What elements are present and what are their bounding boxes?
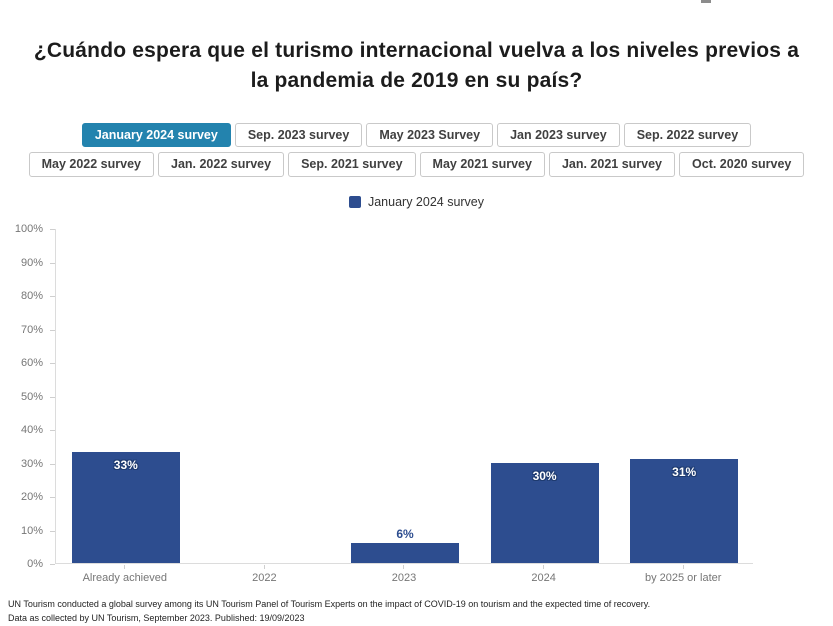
x-axis-category-label: 2023 xyxy=(391,572,417,584)
x-axis-tick xyxy=(682,565,684,569)
y-axis-tick-label: 40% xyxy=(20,424,43,436)
legend-label: January 2024 survey xyxy=(367,195,485,209)
x-axis-slot: 2022 xyxy=(195,565,335,584)
x-axis-slot: 2024 xyxy=(474,565,614,584)
y-axis-tick xyxy=(50,329,55,331)
tab-sep-2021-survey[interactable]: Sep. 2021 survey xyxy=(288,152,416,177)
y-axis-tick-label: 10% xyxy=(20,524,43,537)
x-axis-category-label: 2024 xyxy=(531,572,556,584)
bar-by-2025-or-later[interactable] xyxy=(630,459,739,563)
y-axis-tick xyxy=(50,497,55,498)
footer-source-line: UN Tourism conducted a global survey amo… xyxy=(8,599,651,609)
y-axis-tick xyxy=(50,463,55,465)
footer-published-line: Data as collected by UN Tourism, Septemb… xyxy=(8,612,305,623)
y-axis-tick-label: 20% xyxy=(20,491,43,503)
tab-jan-2021-survey[interactable]: Jan. 2021 survey xyxy=(548,152,676,177)
y-axis: 0% 10% 20% 30% 40% 50% 60% 70% 80% 90% 100% xyxy=(0,223,55,570)
y-axis-tick-label: 0% xyxy=(27,558,43,570)
y-axis-tick-label: 30% xyxy=(20,457,43,470)
y-axis-tick xyxy=(50,262,55,264)
tab-jan-2023-survey[interactable]: Jan 2023 survey xyxy=(497,123,620,148)
y-axis-tick xyxy=(50,229,55,230)
cropped-edge-mark xyxy=(701,0,711,3)
y-axis-tick-label: 100% xyxy=(14,223,43,235)
tab-sep-2023-survey[interactable]: Sep. 2023 survey xyxy=(234,123,363,148)
tab-oct-2020-survey[interactable]: Oct. 2020 survey xyxy=(679,152,805,177)
tab-jan-2022-survey[interactable]: Jan. 2022 survey xyxy=(158,152,285,177)
x-axis-slot: 2023 xyxy=(334,565,474,584)
y-axis-tick xyxy=(50,396,55,398)
y-axis-tick xyxy=(50,363,55,364)
y-axis-tick xyxy=(50,530,55,532)
bar-value-label: 6% xyxy=(396,526,414,541)
survey-tab-bar: January 2024 survey Sep. 2023 survey May 2… xyxy=(18,123,815,177)
chart-title: ¿Cuándo espera que el turismo internacio… xyxy=(33,39,800,93)
x-axis-category-label: by 2025 or later xyxy=(644,572,722,584)
x-axis-slot: by 2025 or later xyxy=(613,565,753,584)
legend: January 2024 survey xyxy=(0,195,833,209)
legend-swatch xyxy=(348,196,361,208)
bar-2024[interactable] xyxy=(490,462,599,563)
tab-may-2023-survey[interactable]: May 2023 Survey xyxy=(366,123,494,148)
y-axis-tick-label: 90% xyxy=(20,256,43,269)
x-axis-category-label: 2022 xyxy=(252,572,277,584)
y-axis-tick-label: 80% xyxy=(20,290,43,302)
x-axis-slot: Already achieved xyxy=(55,565,195,584)
bar-2023[interactable] xyxy=(351,542,459,563)
plot-area: 33% 6% 30% 31% xyxy=(55,229,753,564)
y-axis-tick-label: 60% xyxy=(20,357,43,369)
y-axis-tick-label: 50% xyxy=(20,390,43,403)
x-axis-tick xyxy=(543,565,545,569)
tab-may-2022-survey[interactable]: May 2022 survey xyxy=(28,152,154,177)
footer: UN Tourism conducted a global survey amo… xyxy=(8,598,818,625)
tab-january-2024-survey[interactable]: January 2024 survey xyxy=(81,123,231,148)
x-axis-tick xyxy=(403,565,405,569)
y-axis-tick xyxy=(50,564,55,565)
x-axis: Already achieved 2022 2023 2024 by 2025 or l… xyxy=(55,565,753,591)
y-axis-tick xyxy=(50,296,55,297)
y-axis-tick xyxy=(50,430,55,431)
y-axis-tick-label: 70% xyxy=(20,323,43,336)
x-axis-category-label: Already achieved xyxy=(82,572,167,584)
bar-already-achieved[interactable] xyxy=(71,452,180,563)
x-axis-tick xyxy=(124,565,126,569)
x-axis-tick xyxy=(263,565,265,569)
tab-sep-2022-survey[interactable]: Sep. 2022 survey xyxy=(623,123,752,148)
tab-may-2021-survey[interactable]: May 2021 survey xyxy=(419,152,545,177)
